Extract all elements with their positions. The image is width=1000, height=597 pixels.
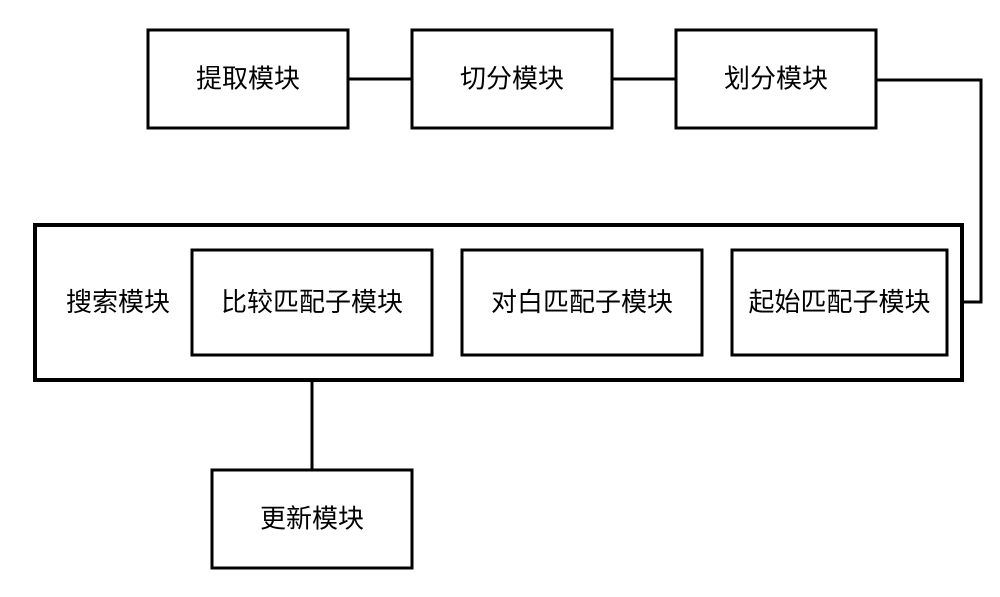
label-dialogue: 对白匹配子模块 (491, 288, 673, 317)
label-initial: 起始匹配子模块 (748, 288, 930, 317)
label-update: 更新模块 (260, 505, 364, 534)
label-divide: 划分模块 (724, 65, 828, 94)
label-compare: 比较匹配子模块 (221, 288, 403, 317)
label-search: 搜索模块 (66, 288, 170, 317)
label-segment: 切分模块 (460, 65, 564, 94)
label-extract: 提取模块 (196, 65, 300, 94)
